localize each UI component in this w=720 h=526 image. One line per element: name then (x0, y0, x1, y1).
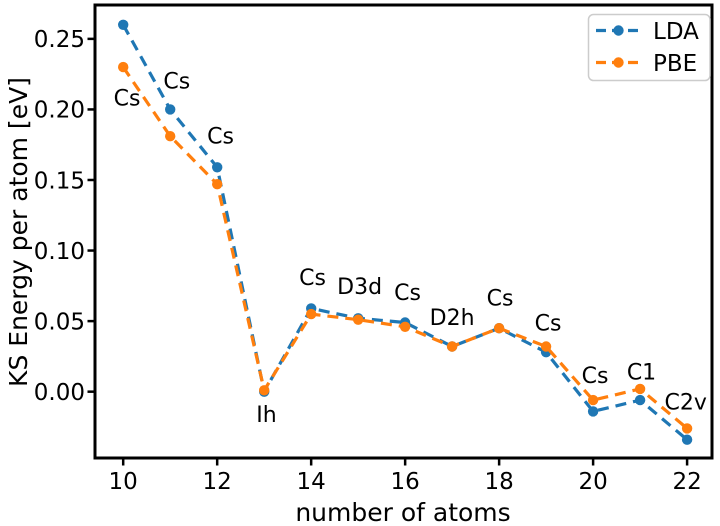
point-labels: Cs Cs Cs Ih Cs D3d Cs D2h Cs Cs Cs C1 C2v (114, 70, 707, 428)
y-tick-label: 0.15 (34, 168, 85, 194)
x-tick-label: 22 (672, 469, 701, 495)
data-point-marker (259, 385, 270, 396)
data-point-marker (306, 308, 317, 320)
point-label-cs: Cs (487, 286, 514, 311)
data-point-marker (165, 104, 176, 115)
x-tick-label: 16 (391, 469, 420, 495)
x-tick-label: 12 (203, 469, 232, 495)
data-point-marker (540, 341, 552, 352)
data-point-marker (399, 321, 411, 332)
y-tick-label: 0.05 (34, 309, 85, 335)
y-axis-label: KS Energy per atom [eV] (4, 77, 33, 387)
data-point-marker (634, 394, 646, 406)
data-point-marker (118, 61, 129, 73)
x-tick-label: 18 (484, 469, 513, 495)
legend: LDA PBE (587, 13, 711, 82)
legend-marker (613, 25, 624, 36)
point-label-d3d: D3d (337, 275, 382, 300)
data-point-marker (681, 434, 693, 445)
data-point-marker (165, 131, 176, 142)
data-point-marker (681, 423, 693, 434)
plot-border (93, 3, 714, 460)
legend-label-pbe: PBE (653, 51, 697, 77)
point-label-cs: Cs (535, 311, 562, 336)
data-point-marker (587, 394, 599, 406)
y-tick-label: 0.10 (34, 239, 85, 265)
data-point-marker (587, 406, 599, 417)
x-axis-label: number of atoms (295, 498, 510, 526)
x-tick-label: 10 (109, 469, 138, 495)
data-series (118, 19, 693, 445)
data-point-marker (446, 341, 458, 352)
point-label-cs: Cs (582, 364, 609, 389)
point-label-cs: Cs (394, 281, 421, 306)
point-label-cs: Cs (114, 87, 141, 112)
point-label-c2v: C2v (665, 391, 707, 416)
point-label-d2h: D2h (430, 306, 475, 331)
point-label-cs: Cs (163, 70, 190, 95)
legend-label-lda: LDA (653, 19, 699, 45)
data-point-marker (493, 323, 505, 334)
data-point-marker (353, 314, 364, 325)
axis-ticks: 10 12 14 16 18 20 22 0.00 0.05 0.10 0.15 0.20 0.25 (34, 27, 702, 495)
point-label-cs: Cs (207, 125, 234, 150)
point-label-c1: C1 (627, 361, 656, 386)
y-tick-label: 0.25 (34, 27, 85, 53)
y-tick-label: 0.20 (34, 98, 85, 124)
data-point-marker (212, 162, 223, 173)
data-point-marker (118, 19, 129, 30)
series-PBE (118, 61, 693, 434)
point-label-cs: Cs (299, 266, 326, 291)
point-label-ih: Ih (256, 403, 276, 428)
x-tick-label: 20 (578, 469, 607, 495)
legend-marker (613, 57, 624, 68)
y-tick-label: 0.00 (34, 380, 85, 406)
data-point-marker (634, 383, 646, 395)
x-tick-label: 14 (297, 469, 326, 495)
data-point-marker (212, 179, 223, 190)
